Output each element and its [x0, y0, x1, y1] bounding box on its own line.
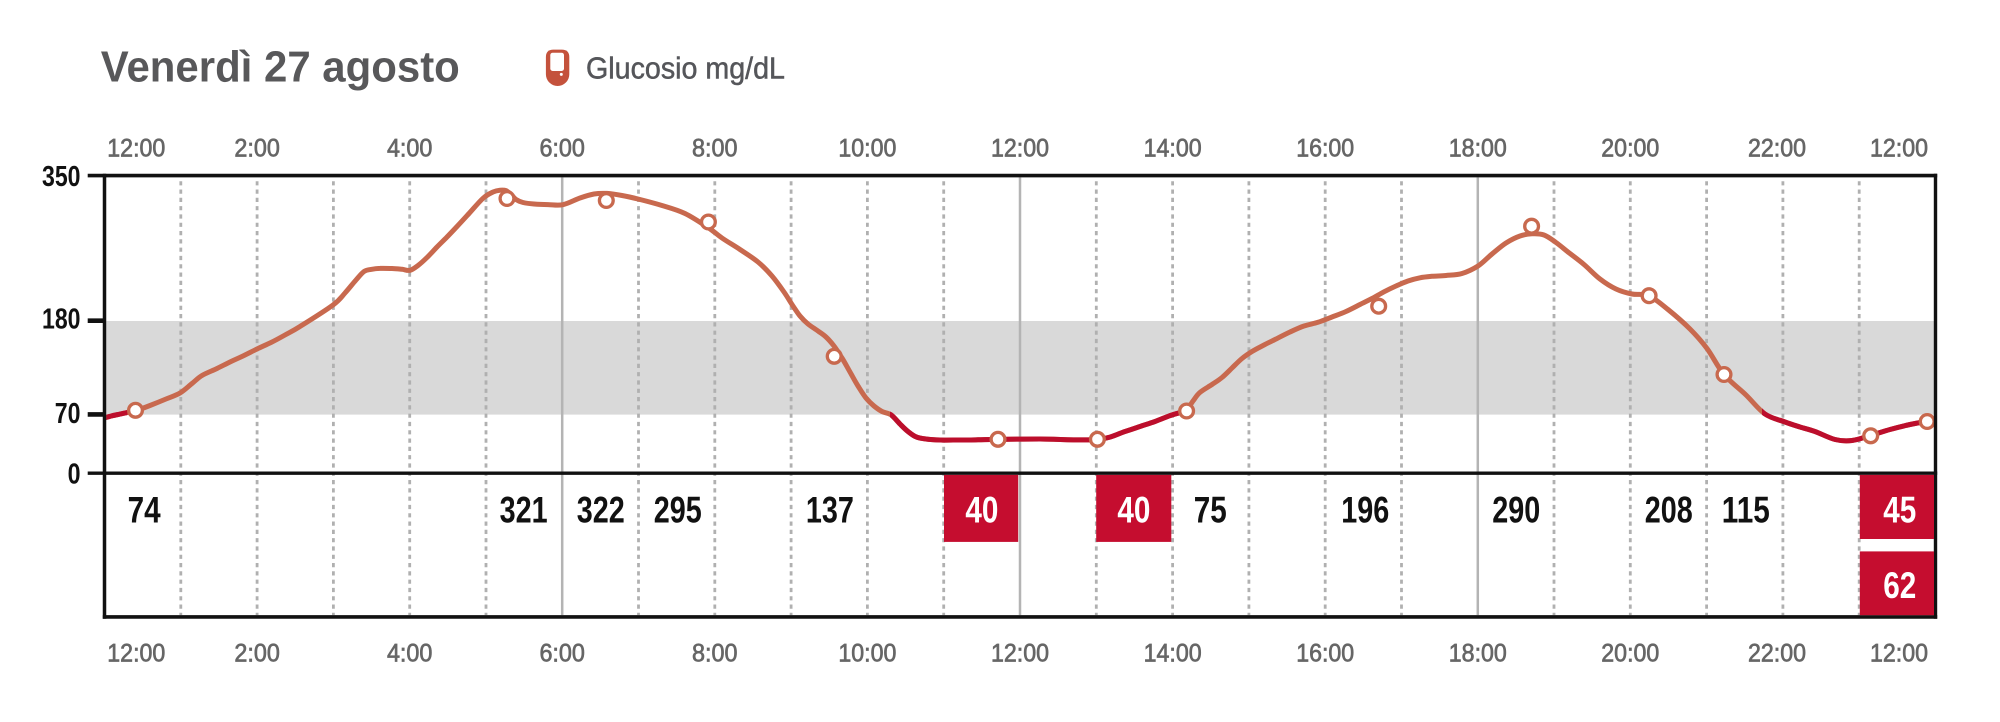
svg-text:45: 45	[1883, 490, 1916, 531]
svg-text:4:00: 4:00	[387, 134, 433, 162]
svg-text:295: 295	[654, 490, 702, 531]
svg-text:Glucosio mg/dL: Glucosio mg/dL	[586, 51, 785, 85]
svg-text:20:00: 20:00	[1601, 134, 1659, 162]
svg-text:18:00: 18:00	[1449, 640, 1507, 668]
svg-text:6:00: 6:00	[539, 134, 585, 162]
svg-text:16:00: 16:00	[1296, 640, 1354, 668]
svg-text:62: 62	[1883, 565, 1916, 606]
svg-text:12:00: 12:00	[107, 134, 165, 162]
svg-text:10:00: 10:00	[838, 134, 896, 162]
svg-text:8:00: 8:00	[692, 640, 738, 668]
svg-text:208: 208	[1645, 490, 1693, 531]
svg-text:2:00: 2:00	[234, 640, 280, 668]
svg-text:4:00: 4:00	[387, 640, 433, 668]
svg-text:290: 290	[1492, 490, 1540, 531]
svg-text:22:00: 22:00	[1748, 134, 1806, 162]
svg-text:14:00: 14:00	[1144, 134, 1202, 162]
svg-text:10:00: 10:00	[838, 640, 896, 668]
svg-text:322: 322	[577, 490, 625, 531]
svg-text:40: 40	[965, 490, 998, 531]
svg-text:12:00: 12:00	[991, 134, 1049, 162]
svg-text:2:00: 2:00	[234, 134, 280, 162]
svg-text:20:00: 20:00	[1601, 640, 1659, 668]
svg-text:321: 321	[500, 490, 548, 531]
svg-text:12:00: 12:00	[107, 640, 165, 668]
svg-text:6:00: 6:00	[539, 640, 585, 668]
svg-text:Venerdì 27 agosto: Venerdì 27 agosto	[101, 42, 460, 91]
svg-text:180: 180	[42, 304, 81, 336]
svg-text:0: 0	[68, 459, 81, 491]
svg-text:12:00: 12:00	[1870, 640, 1928, 668]
svg-text:75: 75	[1194, 490, 1227, 531]
svg-text:16:00: 16:00	[1296, 134, 1354, 162]
svg-text:12:00: 12:00	[991, 640, 1049, 668]
svg-text:350: 350	[42, 161, 81, 193]
svg-text:18:00: 18:00	[1449, 134, 1507, 162]
svg-text:74: 74	[128, 490, 161, 531]
svg-text:40: 40	[1117, 490, 1150, 531]
svg-text:115: 115	[1722, 490, 1770, 531]
svg-text:8:00: 8:00	[692, 134, 738, 162]
svg-text:70: 70	[55, 398, 81, 430]
svg-text:14:00: 14:00	[1144, 640, 1202, 668]
svg-text:12:00: 12:00	[1870, 134, 1928, 162]
svg-text:22:00: 22:00	[1748, 640, 1806, 668]
svg-text:196: 196	[1341, 490, 1389, 531]
svg-text:137: 137	[806, 490, 854, 531]
